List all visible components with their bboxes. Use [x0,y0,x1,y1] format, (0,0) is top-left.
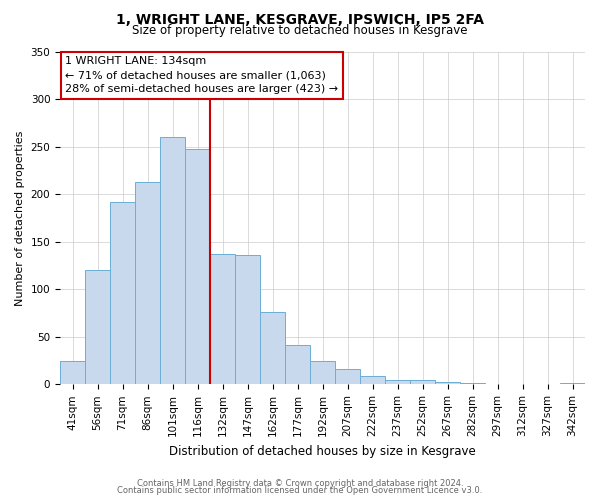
Bar [435,382,460,384]
Bar [385,380,410,384]
Bar [235,255,260,384]
Bar [260,312,285,384]
Text: 1, WRIGHT LANE, KESGRAVE, IPSWICH, IP5 2FA: 1, WRIGHT LANE, KESGRAVE, IPSWICH, IP5 2… [116,12,484,26]
X-axis label: Distribution of detached houses by size in Kesgrave: Distribution of detached houses by size … [169,444,476,458]
Bar [310,360,335,384]
Bar [85,270,110,384]
Bar [335,369,360,384]
Bar [410,380,435,384]
Text: 1 WRIGHT LANE: 134sqm
← 71% of detached houses are smaller (1,063)
28% of semi-d: 1 WRIGHT LANE: 134sqm ← 71% of detached … [65,56,338,94]
Bar [285,346,310,385]
Bar [210,254,235,384]
Text: Contains public sector information licensed under the Open Government Licence v3: Contains public sector information licen… [118,486,482,495]
Bar [135,182,160,384]
Text: Size of property relative to detached houses in Kesgrave: Size of property relative to detached ho… [132,24,468,37]
Bar [185,150,210,384]
Text: Contains HM Land Registry data © Crown copyright and database right 2024.: Contains HM Land Registry data © Crown c… [137,478,463,488]
Y-axis label: Number of detached properties: Number of detached properties [15,130,25,306]
Bar [360,376,385,384]
Bar [60,360,85,384]
Bar [110,202,135,384]
Bar [160,137,185,384]
